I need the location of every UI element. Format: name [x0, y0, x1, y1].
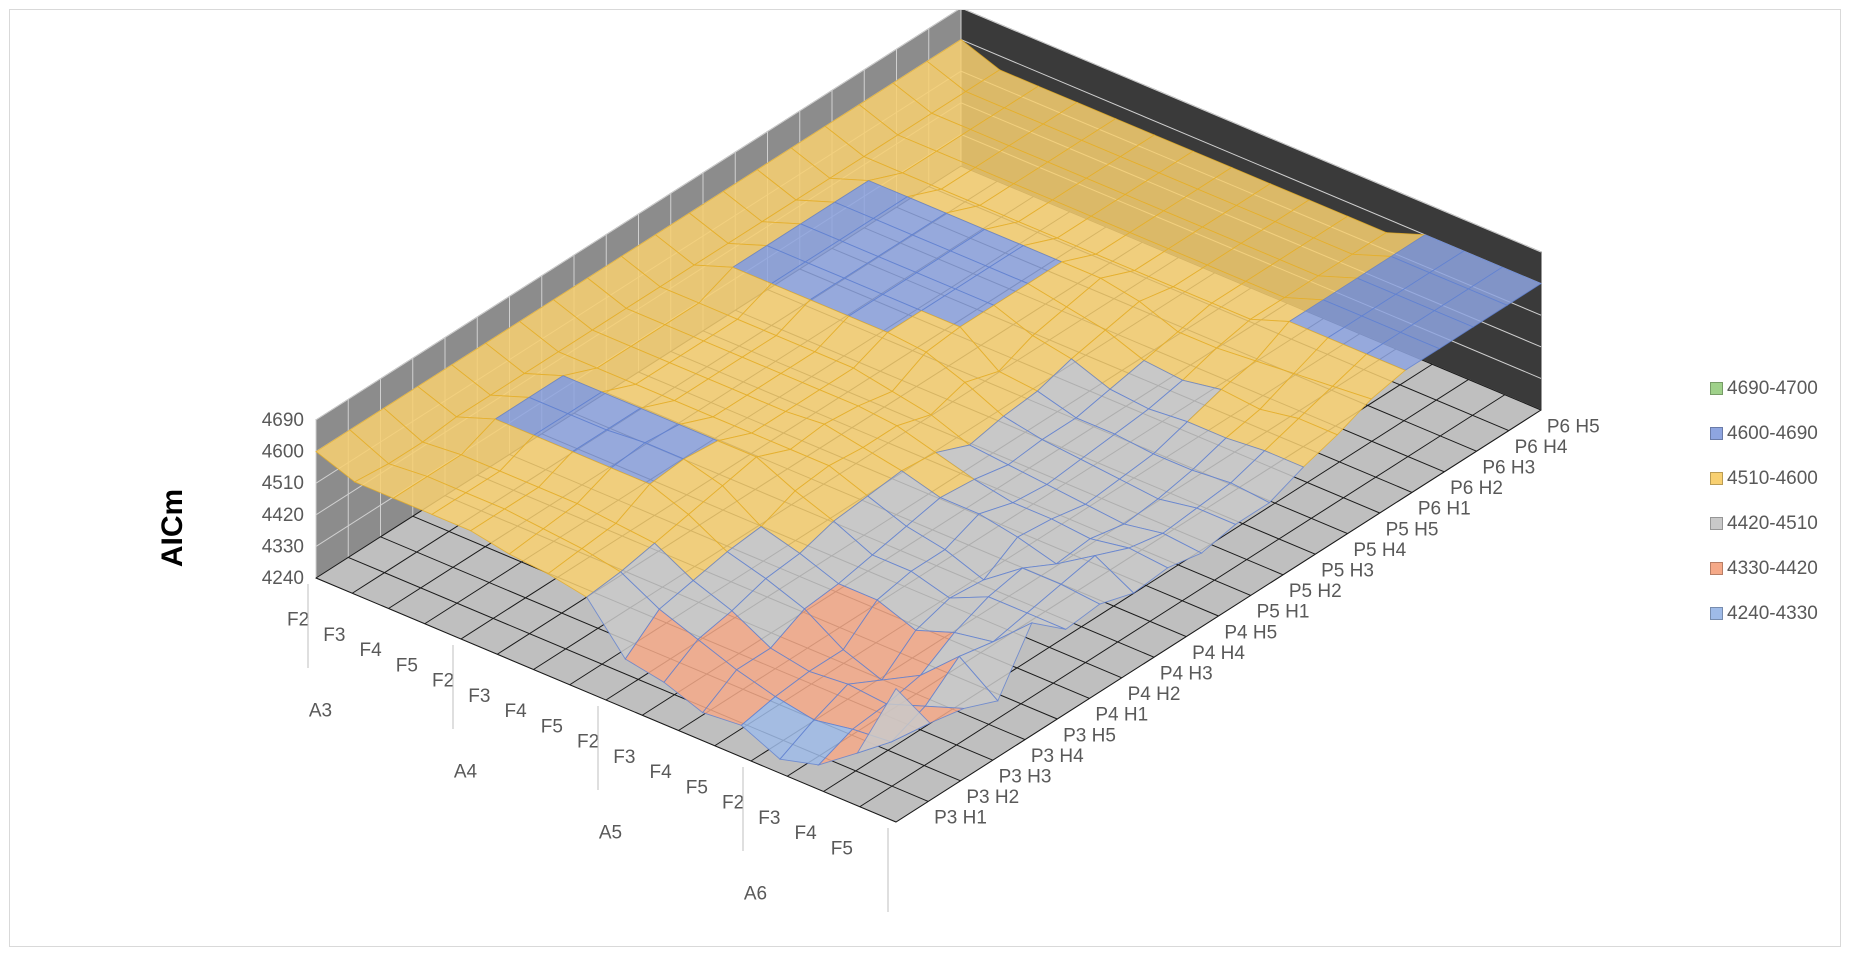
y-tick-label: P6 H2 [1450, 478, 1503, 499]
x-tick-label: F2 [722, 793, 744, 814]
legend-swatch [1710, 472, 1723, 485]
legend-label: 4420-4510 [1727, 512, 1818, 534]
y-tick-label: P6 H1 [1418, 499, 1471, 520]
x-tick-label: F3 [468, 686, 490, 707]
y-tick-label: P4 H4 [1192, 643, 1245, 664]
x-group-label: A5 [599, 823, 622, 844]
y-tick-label: P4 H2 [1128, 684, 1181, 705]
y-tick-label: P6 H4 [1515, 437, 1568, 458]
x-tick-label: F5 [686, 777, 708, 798]
z-tick-label: 4690 [262, 410, 304, 431]
y-tick-label: P3 H1 [934, 808, 987, 829]
x-tick-label: F2 [432, 671, 454, 692]
y-tick-label: P5 H1 [1257, 602, 1310, 623]
y-tick-label: P3 H3 [999, 767, 1052, 788]
legend-item: 4330-4420 [1710, 546, 1852, 591]
surface-plot [315, 39, 1542, 766]
y-tick-label: P6 H5 [1547, 416, 1600, 437]
x-group-label: A4 [454, 762, 478, 783]
legend-label: 4690-4700 [1727, 377, 1818, 399]
x-tick-label: F5 [396, 655, 418, 676]
legend-swatch [1710, 517, 1723, 530]
axis-ticks: 4240 4330 4420 4510 4600 4690 F2 F3 F4 F5 A3 F2 F3 F4… [262, 410, 1600, 912]
surface-cell [856, 687, 931, 754]
legend-item: 4510-4600 [1710, 456, 1852, 501]
surface-chart: 4240 4330 4420 4510 4600 4690 F2 F3 F4 F5 A3 F2 F3 F4… [156, 10, 1600, 912]
legend: 4690-4700 4600-4690 4510-4600 4420-4510 4330… [1710, 366, 1852, 636]
x-tick-label: F4 [650, 762, 673, 783]
legend-item: 4600-4690 [1710, 411, 1852, 456]
x-group-label: A6 [744, 884, 767, 905]
x-tick-label: F4 [795, 823, 818, 844]
y-tick-label: P5 H5 [1386, 519, 1439, 540]
z-tick-label: 4420 [262, 505, 304, 526]
y-tick-label: P4 H3 [1160, 664, 1213, 685]
y-tick-label: P3 H2 [966, 787, 1019, 808]
legend-item: 4690-4700 [1710, 366, 1852, 411]
legend-label: 4240-4330 [1727, 602, 1818, 624]
x-tick-label: F4 [360, 640, 383, 661]
chart-frame: 4240 4330 4420 4510 4600 4690 F2 F3 F4 F5 A3 F2 F3 F4… [9, 9, 1841, 947]
floor-gridline [315, 577, 897, 823]
x-tick-label: F3 [613, 747, 635, 768]
z-axis-title: AICm [156, 489, 189, 567]
x-group-label: A3 [309, 701, 332, 722]
x-tick-label: F2 [577, 732, 599, 753]
legend-swatch [1710, 562, 1723, 575]
legend-swatch [1710, 607, 1723, 620]
legend-label: 4510-4600 [1727, 467, 1818, 489]
legend-item: 4420-4510 [1710, 501, 1852, 546]
legend-swatch [1710, 427, 1723, 440]
x-tick-label: F3 [758, 808, 780, 829]
y-tick-label: P5 H3 [1321, 561, 1374, 582]
z-tick-label: 4330 [262, 536, 304, 557]
z-tick-label: 4510 [262, 473, 304, 494]
z-tick-label: 4240 [262, 568, 304, 589]
y-tick-label: P4 H1 [1095, 705, 1148, 726]
wall-gridline [315, 10, 1542, 421]
y-tick-label: P4 H5 [1224, 622, 1277, 643]
y-tick-label: P5 H2 [1289, 581, 1342, 602]
x-tick-label: F2 [287, 610, 309, 631]
legend-item: 4240-4330 [1710, 591, 1852, 636]
y-tick-label: P3 H4 [1031, 746, 1084, 767]
y-tick-label: P3 H5 [1063, 725, 1116, 746]
x-tick-label: F5 [541, 716, 563, 737]
x-tick-label: F3 [323, 625, 345, 646]
y-tick-label: P5 H4 [1353, 540, 1406, 561]
z-tick-label: 4600 [262, 442, 304, 463]
x-tick-label: F5 [831, 838, 853, 859]
legend-swatch [1710, 382, 1723, 395]
y-tick-label: P6 H3 [1482, 458, 1535, 479]
legend-label: 4330-4420 [1727, 557, 1818, 579]
x-tick-label: F4 [505, 701, 528, 722]
legend-label: 4600-4690 [1727, 422, 1818, 444]
